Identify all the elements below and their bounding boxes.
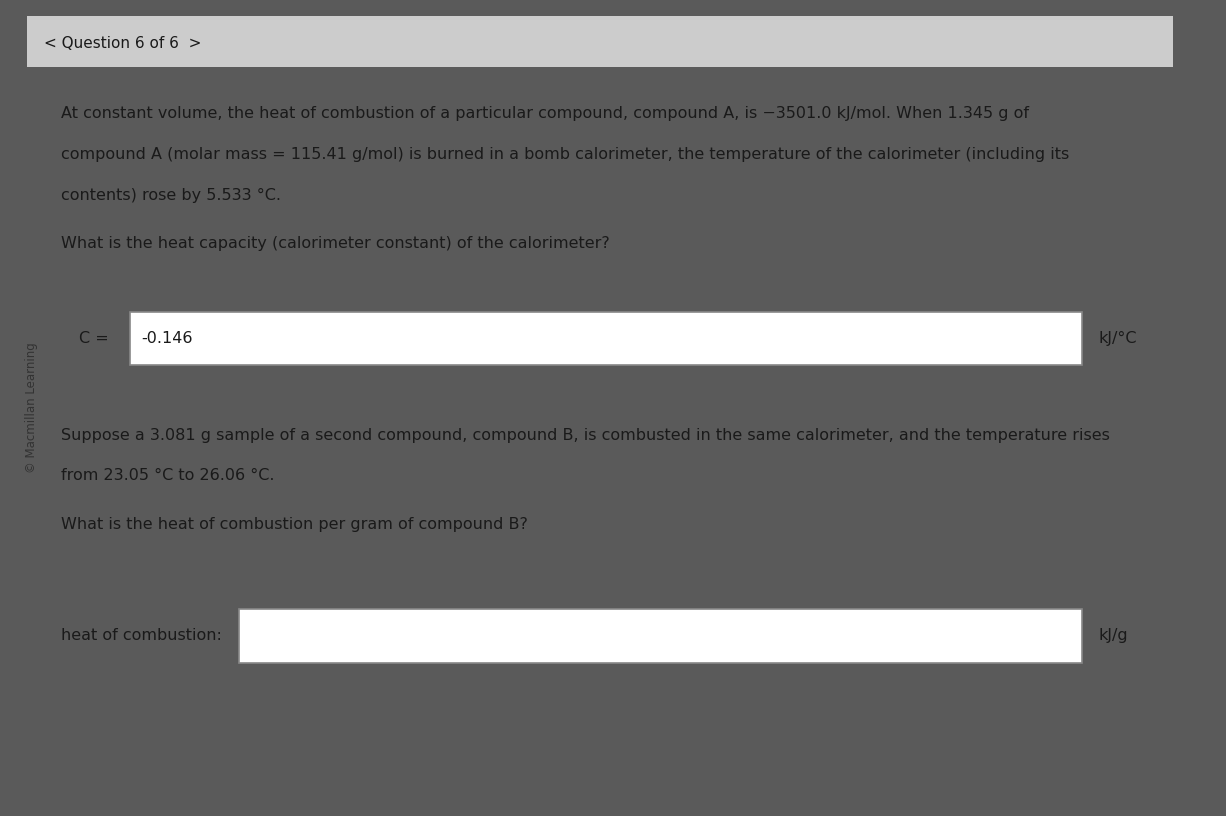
Text: Suppose a 3.081 g sample of a second compound, compound B, is combusted in the s: Suppose a 3.081 g sample of a second com… <box>61 428 1111 442</box>
Text: © Macmillan Learning: © Macmillan Learning <box>26 343 38 473</box>
Text: -0.146: -0.146 <box>142 330 194 346</box>
Text: from 23.05 °C to 26.06 °C.: from 23.05 °C to 26.06 °C. <box>61 468 275 483</box>
Text: heat of combustion:: heat of combustion: <box>61 628 222 644</box>
Text: contents) rose by 5.533 °C.: contents) rose by 5.533 °C. <box>61 188 281 203</box>
Text: compound A (molar mass = 115.41 g/mol) is burned in a bomb calorimeter, the temp: compound A (molar mass = 115.41 g/mol) i… <box>61 147 1069 162</box>
FancyBboxPatch shape <box>239 610 1081 663</box>
Text: C =: C = <box>78 330 108 346</box>
FancyBboxPatch shape <box>27 16 1173 67</box>
Text: What is the heat capacity (calorimeter constant) of the calorimeter?: What is the heat capacity (calorimeter c… <box>61 237 611 251</box>
Text: kJ/°C: kJ/°C <box>1098 330 1138 346</box>
FancyBboxPatch shape <box>130 312 1081 365</box>
Text: At constant volume, the heat of combustion of a particular compound, compound A,: At constant volume, the heat of combusti… <box>61 106 1030 122</box>
Text: kJ/g: kJ/g <box>1098 628 1128 644</box>
Text: < Question 6 of 6  >: < Question 6 of 6 > <box>44 36 201 51</box>
Text: What is the heat of combustion per gram of compound B?: What is the heat of combustion per gram … <box>61 517 528 532</box>
